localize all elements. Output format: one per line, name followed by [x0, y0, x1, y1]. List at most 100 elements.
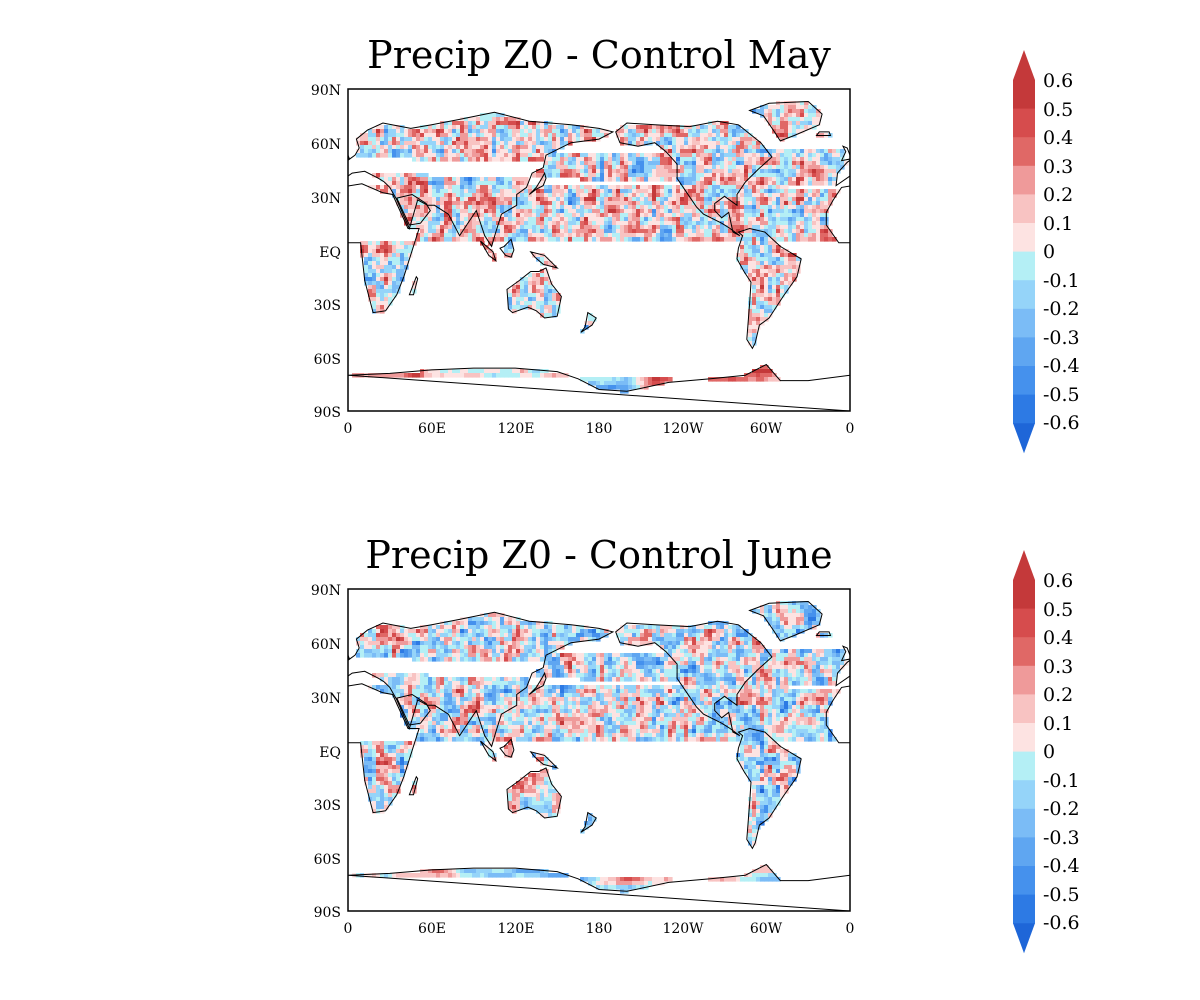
- precip-cell: [644, 169, 649, 174]
- precip-cell: [772, 193, 777, 198]
- precip-cell: [448, 149, 453, 154]
- precip-cell: [412, 193, 417, 198]
- precip-cell: [756, 653, 761, 658]
- precip-cell: [676, 169, 681, 174]
- precip-cell: [384, 145, 389, 150]
- precip-cell: [764, 225, 769, 230]
- precip-cell: [592, 177, 597, 182]
- precip-cell: [716, 237, 721, 242]
- precip-cell: [448, 193, 453, 198]
- precip-cell: [784, 101, 789, 106]
- precip-cell: [764, 157, 769, 162]
- precip-cell: [748, 333, 753, 338]
- precip-cell: [412, 181, 417, 186]
- precip-cell: [656, 173, 661, 178]
- precip-cell: [716, 189, 721, 194]
- precip-cell: [660, 629, 665, 634]
- precip-cell: [432, 185, 437, 190]
- precip-cell: [596, 189, 601, 194]
- precip-cell: [612, 221, 617, 226]
- precip-cell: [700, 197, 705, 202]
- precip-cell: [692, 649, 697, 654]
- precip-cell: [416, 153, 421, 158]
- precip-cell: [580, 173, 585, 178]
- precip-cell: [372, 253, 377, 258]
- precip-cell: [416, 137, 421, 142]
- precip-cell: [436, 637, 441, 642]
- precip-cell: [660, 637, 665, 642]
- precip-cell: [640, 197, 645, 202]
- precip-cell: [600, 661, 605, 666]
- precip-cell: [824, 189, 829, 194]
- precip-cell: [812, 181, 817, 186]
- precip-cell: [432, 205, 437, 210]
- precip-cell: [752, 249, 757, 254]
- precip-cell: [376, 301, 381, 306]
- precip-cell: [668, 193, 673, 198]
- precip-cell: [512, 617, 517, 622]
- precip-cell: [480, 145, 485, 150]
- precip-cell: [752, 153, 757, 158]
- precip-cell: [608, 201, 613, 206]
- precip-cell: [392, 189, 397, 194]
- x-tick-label: 0: [846, 421, 855, 437]
- precip-cell: [528, 201, 533, 206]
- precip-cell: [768, 217, 773, 222]
- precip-cell: [508, 621, 513, 626]
- precip-cell: [548, 221, 553, 226]
- precip-cell: [808, 177, 813, 182]
- precip-cell: [744, 201, 749, 206]
- precip-cell: [552, 201, 557, 206]
- precip-cell: [688, 161, 693, 166]
- precip-cell: [728, 189, 733, 194]
- precip-cell: [504, 117, 509, 122]
- precip-cell: [476, 645, 481, 650]
- precip-cell: [792, 193, 797, 198]
- precip-cell: [568, 197, 573, 202]
- precip-cell: [408, 629, 413, 634]
- precip-cell: [660, 161, 665, 166]
- precip-cell: [720, 213, 725, 218]
- precip-cell: [496, 621, 501, 626]
- precip-cell: [780, 629, 785, 634]
- precip-cell: [736, 141, 741, 146]
- precip-cell: [652, 209, 657, 214]
- precip-cell: [488, 181, 493, 186]
- precip-cell: [528, 289, 533, 294]
- precip-cell: [512, 637, 517, 642]
- coastline-north-america: [1118, 121, 1200, 236]
- precip-cell: [716, 185, 721, 190]
- precip-cell: [520, 373, 525, 378]
- precip-cell: [400, 197, 405, 202]
- precip-cell: [548, 301, 553, 306]
- precip-cell: [520, 633, 525, 638]
- precip-cell: [388, 293, 393, 298]
- precip-cell: [444, 625, 449, 630]
- precip-cell: [568, 637, 573, 642]
- precip-cell: [388, 245, 393, 250]
- precip-cell: [804, 201, 809, 206]
- precip-cell: [624, 125, 629, 130]
- precip-cell: [680, 153, 685, 158]
- precip-cell: [568, 629, 573, 634]
- precip-cell: [536, 281, 541, 286]
- precip-cell: [644, 629, 649, 634]
- precip-cell: [652, 237, 657, 242]
- precip-cell: [676, 161, 681, 166]
- precip-cell: [520, 149, 525, 154]
- precip-cell: [784, 249, 789, 254]
- precip-cell: [692, 197, 697, 202]
- precip-cell: [516, 637, 521, 642]
- precip-cell: [736, 185, 741, 190]
- precip-cell: [468, 233, 473, 238]
- precip-cell: [788, 257, 793, 262]
- precip-cell: [456, 213, 461, 218]
- precip-cell: [436, 177, 441, 182]
- precip-cell: [756, 177, 761, 182]
- precip-cell: [756, 289, 761, 294]
- precip-cell: [640, 237, 645, 242]
- precip-cell: [460, 217, 465, 222]
- colorbar-may: 0.6 0.5 0.4 0.3 0.2 0.1 0 -0.1 -0.2 -0.3…: [1013, 50, 1080, 454]
- precip-cell: [436, 629, 441, 634]
- precip-cell: [736, 209, 741, 214]
